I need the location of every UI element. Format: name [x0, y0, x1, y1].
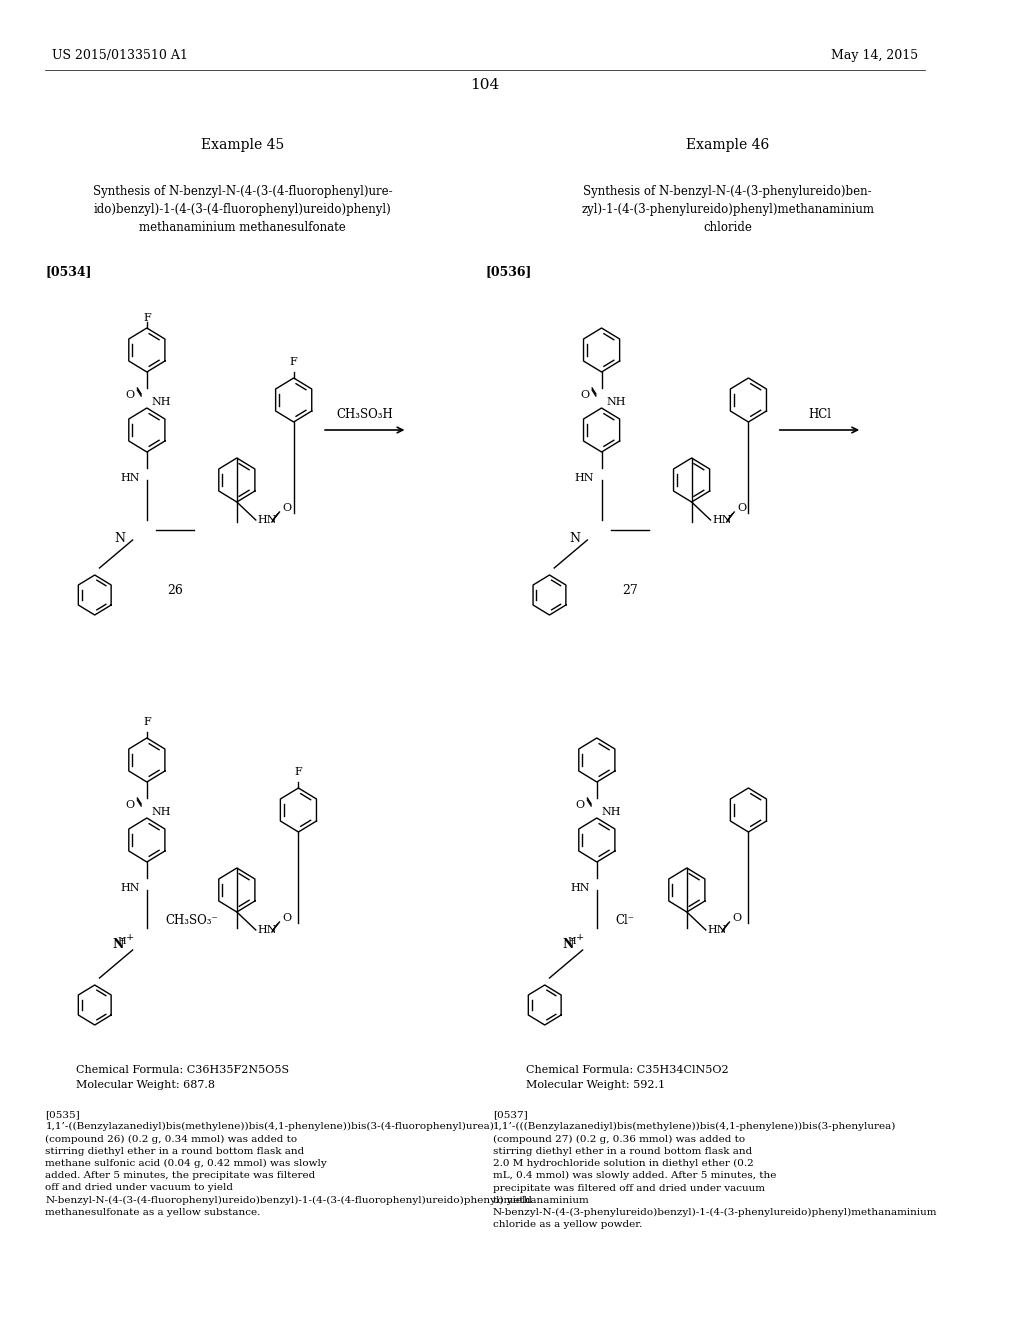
- Text: O: O: [283, 913, 292, 923]
- Text: HN: HN: [570, 883, 590, 894]
- Text: 104: 104: [470, 78, 500, 92]
- Text: O: O: [580, 389, 589, 400]
- Text: NH: NH: [152, 807, 171, 817]
- Text: O: O: [732, 913, 741, 923]
- Text: NH: NH: [152, 397, 171, 407]
- Text: HN: HN: [258, 925, 278, 935]
- Text: HN: HN: [708, 925, 727, 935]
- Text: HCl: HCl: [808, 408, 830, 421]
- Text: [0535]
1,1’-((Benzylazanediyl)bis(methylene))bis(4,1-phenylene))bis(3-(4-fluorop: [0535] 1,1’-((Benzylazanediyl)bis(methyl…: [45, 1110, 589, 1217]
- Text: Molecular Weight: 592.1: Molecular Weight: 592.1: [525, 1080, 665, 1090]
- Text: NH: NH: [601, 807, 622, 817]
- Text: O: O: [125, 389, 134, 400]
- Text: Synthesis of N-benzyl-N-(4-(3-(4-fluorophenyl)ure-
ido)benzyl)-1-(4-(3-(4-fluoro: Synthesis of N-benzyl-N-(4-(3-(4-fluorop…: [93, 185, 392, 234]
- Text: Chemical Formula: C36H35F2N5O5S: Chemical Formula: C36H35F2N5O5S: [76, 1065, 289, 1074]
- Text: +: +: [126, 933, 134, 942]
- Text: May 14, 2015: May 14, 2015: [830, 49, 918, 62]
- Text: Cl⁻: Cl⁻: [615, 913, 635, 927]
- Text: US 2015/0133510 A1: US 2015/0133510 A1: [52, 49, 188, 62]
- Text: N: N: [563, 939, 574, 952]
- Text: +: +: [575, 933, 584, 942]
- Text: H: H: [118, 937, 127, 946]
- Text: O: O: [283, 503, 292, 513]
- Text: Molecular Weight: 687.8: Molecular Weight: 687.8: [76, 1080, 215, 1090]
- Text: 27: 27: [623, 583, 638, 597]
- Text: F: F: [290, 356, 298, 367]
- Text: CH₃SO₃⁻: CH₃SO₃⁻: [166, 913, 218, 927]
- Text: HN: HN: [713, 515, 732, 525]
- Text: Example 45: Example 45: [201, 139, 284, 152]
- Text: [0534]: [0534]: [45, 265, 92, 279]
- Text: O: O: [575, 800, 585, 810]
- Text: F: F: [143, 717, 151, 727]
- Text: H: H: [568, 937, 577, 946]
- Text: HN: HN: [258, 515, 278, 525]
- Text: F: F: [143, 313, 151, 323]
- Text: 26: 26: [167, 583, 183, 597]
- Text: N: N: [113, 939, 124, 952]
- Text: Synthesis of N-benzyl-N-(4-(3-phenylureido)ben-
zyl)-1-(4-(3-phenylureido)phenyl: Synthesis of N-benzyl-N-(4-(3-phenylurei…: [581, 185, 874, 234]
- Text: [0536]: [0536]: [485, 265, 531, 279]
- Text: N: N: [115, 532, 126, 544]
- Text: Example 46: Example 46: [686, 139, 769, 152]
- Text: Chemical Formula: C35H34ClN5O2: Chemical Formula: C35H34ClN5O2: [525, 1065, 728, 1074]
- Text: [0537]
1,1’-(((Benzylazanediyl)bis(methylene))bis(4,1-phenylene))bis(3-phenylure: [0537] 1,1’-(((Benzylazanediyl)bis(methy…: [493, 1110, 937, 1229]
- Text: HN: HN: [574, 473, 594, 483]
- Text: HN: HN: [120, 473, 139, 483]
- Text: F: F: [295, 767, 302, 777]
- Text: NH: NH: [606, 397, 626, 407]
- Text: O: O: [125, 800, 134, 810]
- Text: O: O: [737, 503, 746, 513]
- Text: N: N: [569, 532, 581, 544]
- Text: CH₃SO₃H: CH₃SO₃H: [336, 408, 393, 421]
- Text: HN: HN: [120, 883, 139, 894]
